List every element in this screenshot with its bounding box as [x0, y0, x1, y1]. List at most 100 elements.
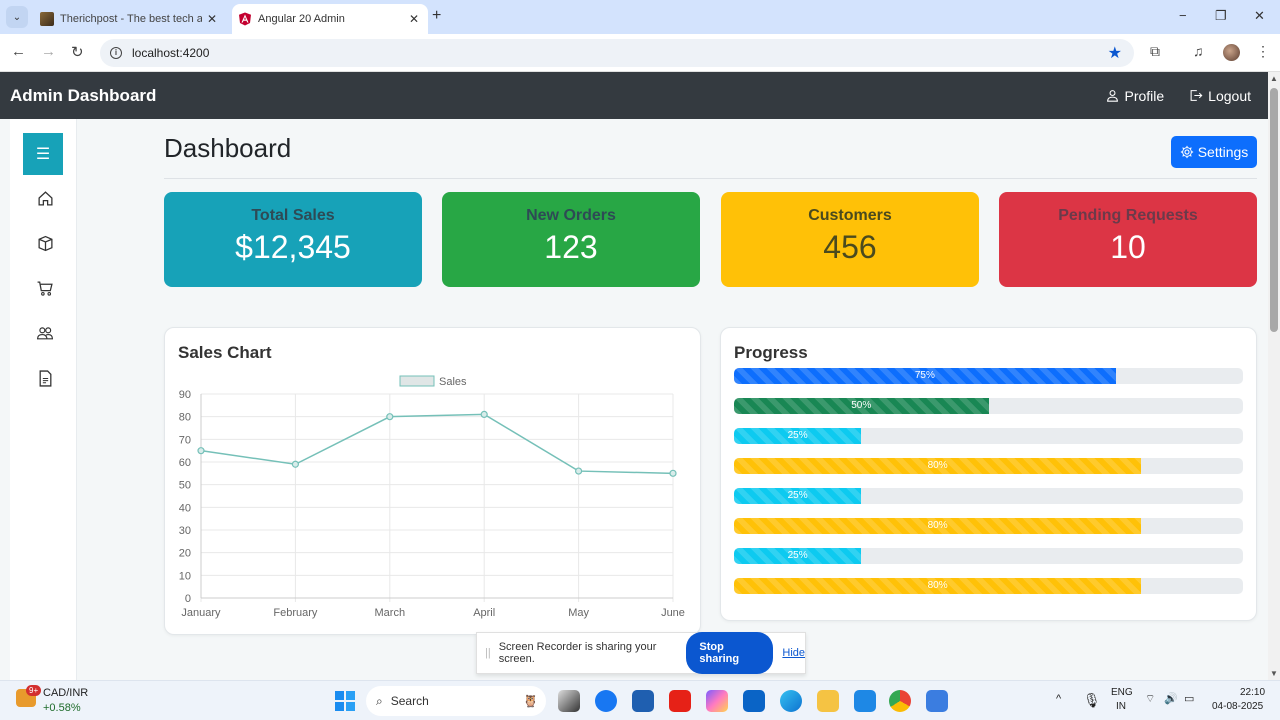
region-indicator: IN: [1116, 701, 1126, 712]
back-arrow-icon[interactable]: ←: [11, 43, 26, 60]
sidebar-item-customers[interactable]: [35, 323, 55, 343]
scroll-up-arrow-icon[interactable]: ▲: [1270, 74, 1278, 83]
data-point[interactable]: [669, 469, 677, 477]
close-tab-icon[interactable]: ✕: [206, 12, 218, 26]
stat-label: Customers: [808, 207, 892, 224]
sidebar-item-orders[interactable]: [35, 278, 55, 298]
edge-icon[interactable]: [780, 690, 802, 712]
data-point[interactable]: [386, 413, 394, 421]
tab-angular-admin[interactable]: Angular 20 Admin ✕: [232, 4, 428, 34]
sales-line-chart[interactable]: Sales 0 10 20 30 40 50 60 70 80 90 January February M…: [165, 368, 702, 628]
data-point[interactable]: [575, 467, 583, 475]
screen-share-banner: || Screen Recorder is sharing your scree…: [476, 632, 806, 674]
x-tick-label: May: [568, 607, 589, 619]
page-scrollbar[interactable]: ▲ ▼: [1268, 72, 1280, 680]
sidebar-item-reports[interactable]: [35, 368, 55, 388]
box-icon: [37, 235, 53, 251]
y-tick-label: 80: [179, 412, 191, 424]
stat-value: 123: [544, 229, 598, 265]
progress-bar: 80%: [734, 458, 1243, 474]
windows-start-icon[interactable]: [335, 691, 355, 711]
tab-title: Angular 20 Admin: [258, 13, 345, 25]
reload-icon[interactable]: ↻: [71, 44, 84, 61]
wifi-icon[interactable]: ⌔: [1145, 693, 1156, 705]
x-tick-label: April: [473, 607, 495, 619]
page-title: Dashboard: [164, 133, 292, 163]
progress-fill: 25%: [734, 488, 862, 504]
data-point[interactable]: [480, 410, 488, 419]
youtube-icon[interactable]: [669, 690, 691, 712]
logout-link[interactable]: Logout: [1189, 88, 1251, 104]
outlook-icon[interactable]: [743, 690, 765, 712]
data-point[interactable]: [291, 460, 299, 468]
more-menu-icon[interactable]: ⋮: [1256, 43, 1270, 59]
progress-card: Progress 75% 50% 25% 80% 25% 80% 25% 80%: [720, 327, 1257, 621]
battery-icon[interactable]: ▭: [1184, 693, 1195, 705]
progress-bar: 25%: [734, 548, 1243, 564]
drag-handle-icon[interactable]: ||: [485, 647, 491, 659]
taskbar-search[interactable]: ⌕ Search 🦉: [366, 686, 546, 716]
scroll-down-arrow-icon[interactable]: ▼: [1270, 669, 1278, 678]
microphone-icon[interactable]: 🎙: [1083, 692, 1101, 708]
file-explorer-icon[interactable]: [817, 690, 839, 712]
chrome-icon[interactable]: [889, 690, 911, 712]
sidebar-item-products[interactable]: [35, 233, 55, 253]
volume-icon[interactable]: 🔊: [1164, 693, 1178, 705]
copilot-icon[interactable]: [706, 690, 728, 712]
close-window-button[interactable]: ✕: [1254, 8, 1265, 23]
site-info-icon[interactable]: i: [110, 47, 122, 59]
clock-time[interactable]: 22:10: [1240, 687, 1266, 698]
widget-change: +0.58%: [43, 702, 81, 714]
profile-avatar[interactable]: [1223, 44, 1240, 61]
minimize-button[interactable]: −: [1179, 8, 1187, 23]
camera-app-icon[interactable]: [926, 690, 948, 712]
bookmark-star-icon[interactable]: ★: [1107, 45, 1122, 62]
windows-taskbar: 9+ CAD/INR +0.58% ⌕ Search 🦉 ^ 🎙 ENG IN …: [0, 680, 1280, 720]
tab-title: Therichpost - The best tech and: [60, 13, 202, 25]
show-hidden-icons-chevron-icon[interactable]: ^: [1056, 693, 1062, 705]
sidebar-item-home[interactable]: [35, 188, 55, 208]
task-view-icon[interactable]: [558, 690, 580, 712]
language-indicator[interactable]: ENG: [1111, 687, 1133, 698]
hide-link[interactable]: Hide: [782, 647, 805, 659]
y-tick-label: 50: [179, 480, 191, 492]
gear-icon: [1180, 145, 1193, 159]
settings-button[interactable]: Settings: [1171, 136, 1257, 168]
facebook-icon[interactable]: [595, 690, 617, 712]
microsoft-store-icon[interactable]: [632, 690, 654, 712]
search-placeholder: Search: [390, 694, 429, 708]
brand-title[interactable]: Admin Dashboard: [10, 85, 157, 105]
title-divider: [164, 178, 1257, 179]
y-tick-label: 20: [179, 548, 191, 560]
progress-bar: 25%: [734, 488, 1243, 504]
legend-label[interactable]: Sales: [439, 376, 467, 388]
widget-ticker[interactable]: CAD/INR: [43, 687, 89, 699]
stop-sharing-button[interactable]: Stop sharing: [686, 632, 774, 674]
share-message: Screen Recorder is sharing your screen.: [498, 641, 657, 665]
forward-arrow-icon[interactable]: →: [41, 43, 56, 60]
vscode-icon[interactable]: [854, 690, 876, 712]
notification-badge: 9+: [26, 685, 42, 696]
data-point[interactable]: [197, 447, 205, 455]
stat-card-customers: Customers 456: [721, 192, 979, 287]
clock-date[interactable]: 04-08-2025: [1212, 701, 1264, 712]
address-bar[interactable]: i localhost:4200 ★: [100, 39, 1134, 67]
url-text[interactable]: localhost:4200: [132, 46, 210, 60]
sidebar-toggle-button[interactable]: ☰: [23, 133, 63, 175]
legend-swatch[interactable]: [399, 375, 435, 387]
tab-search-button[interactable]: ⌄: [6, 6, 28, 28]
new-tab-button[interactable]: +: [432, 7, 442, 24]
y-tick-label: 70: [179, 434, 191, 446]
tab-therichpost[interactable]: Therichpost - The best tech and ✕: [34, 4, 226, 34]
close-tab-icon[interactable]: ✕: [408, 12, 420, 26]
logout-label: Logout: [1208, 87, 1251, 104]
restore-button[interactable]: ❐: [1215, 8, 1227, 23]
profile-link[interactable]: Profile: [1106, 88, 1164, 104]
sales-chart-card: Sales Chart Sales 0 10 20 30 40 50 60 70 80 90 Janu…: [164, 327, 701, 635]
cart-icon: [37, 280, 53, 296]
scrollbar-thumb[interactable]: [1270, 88, 1278, 332]
x-tick-label: June: [661, 607, 685, 619]
y-tick-label: 30: [179, 525, 191, 537]
extensions-puzzle-icon[interactable]: ⧉: [1150, 43, 1160, 59]
media-queue-icon[interactable]: ♫: [1193, 43, 1204, 59]
